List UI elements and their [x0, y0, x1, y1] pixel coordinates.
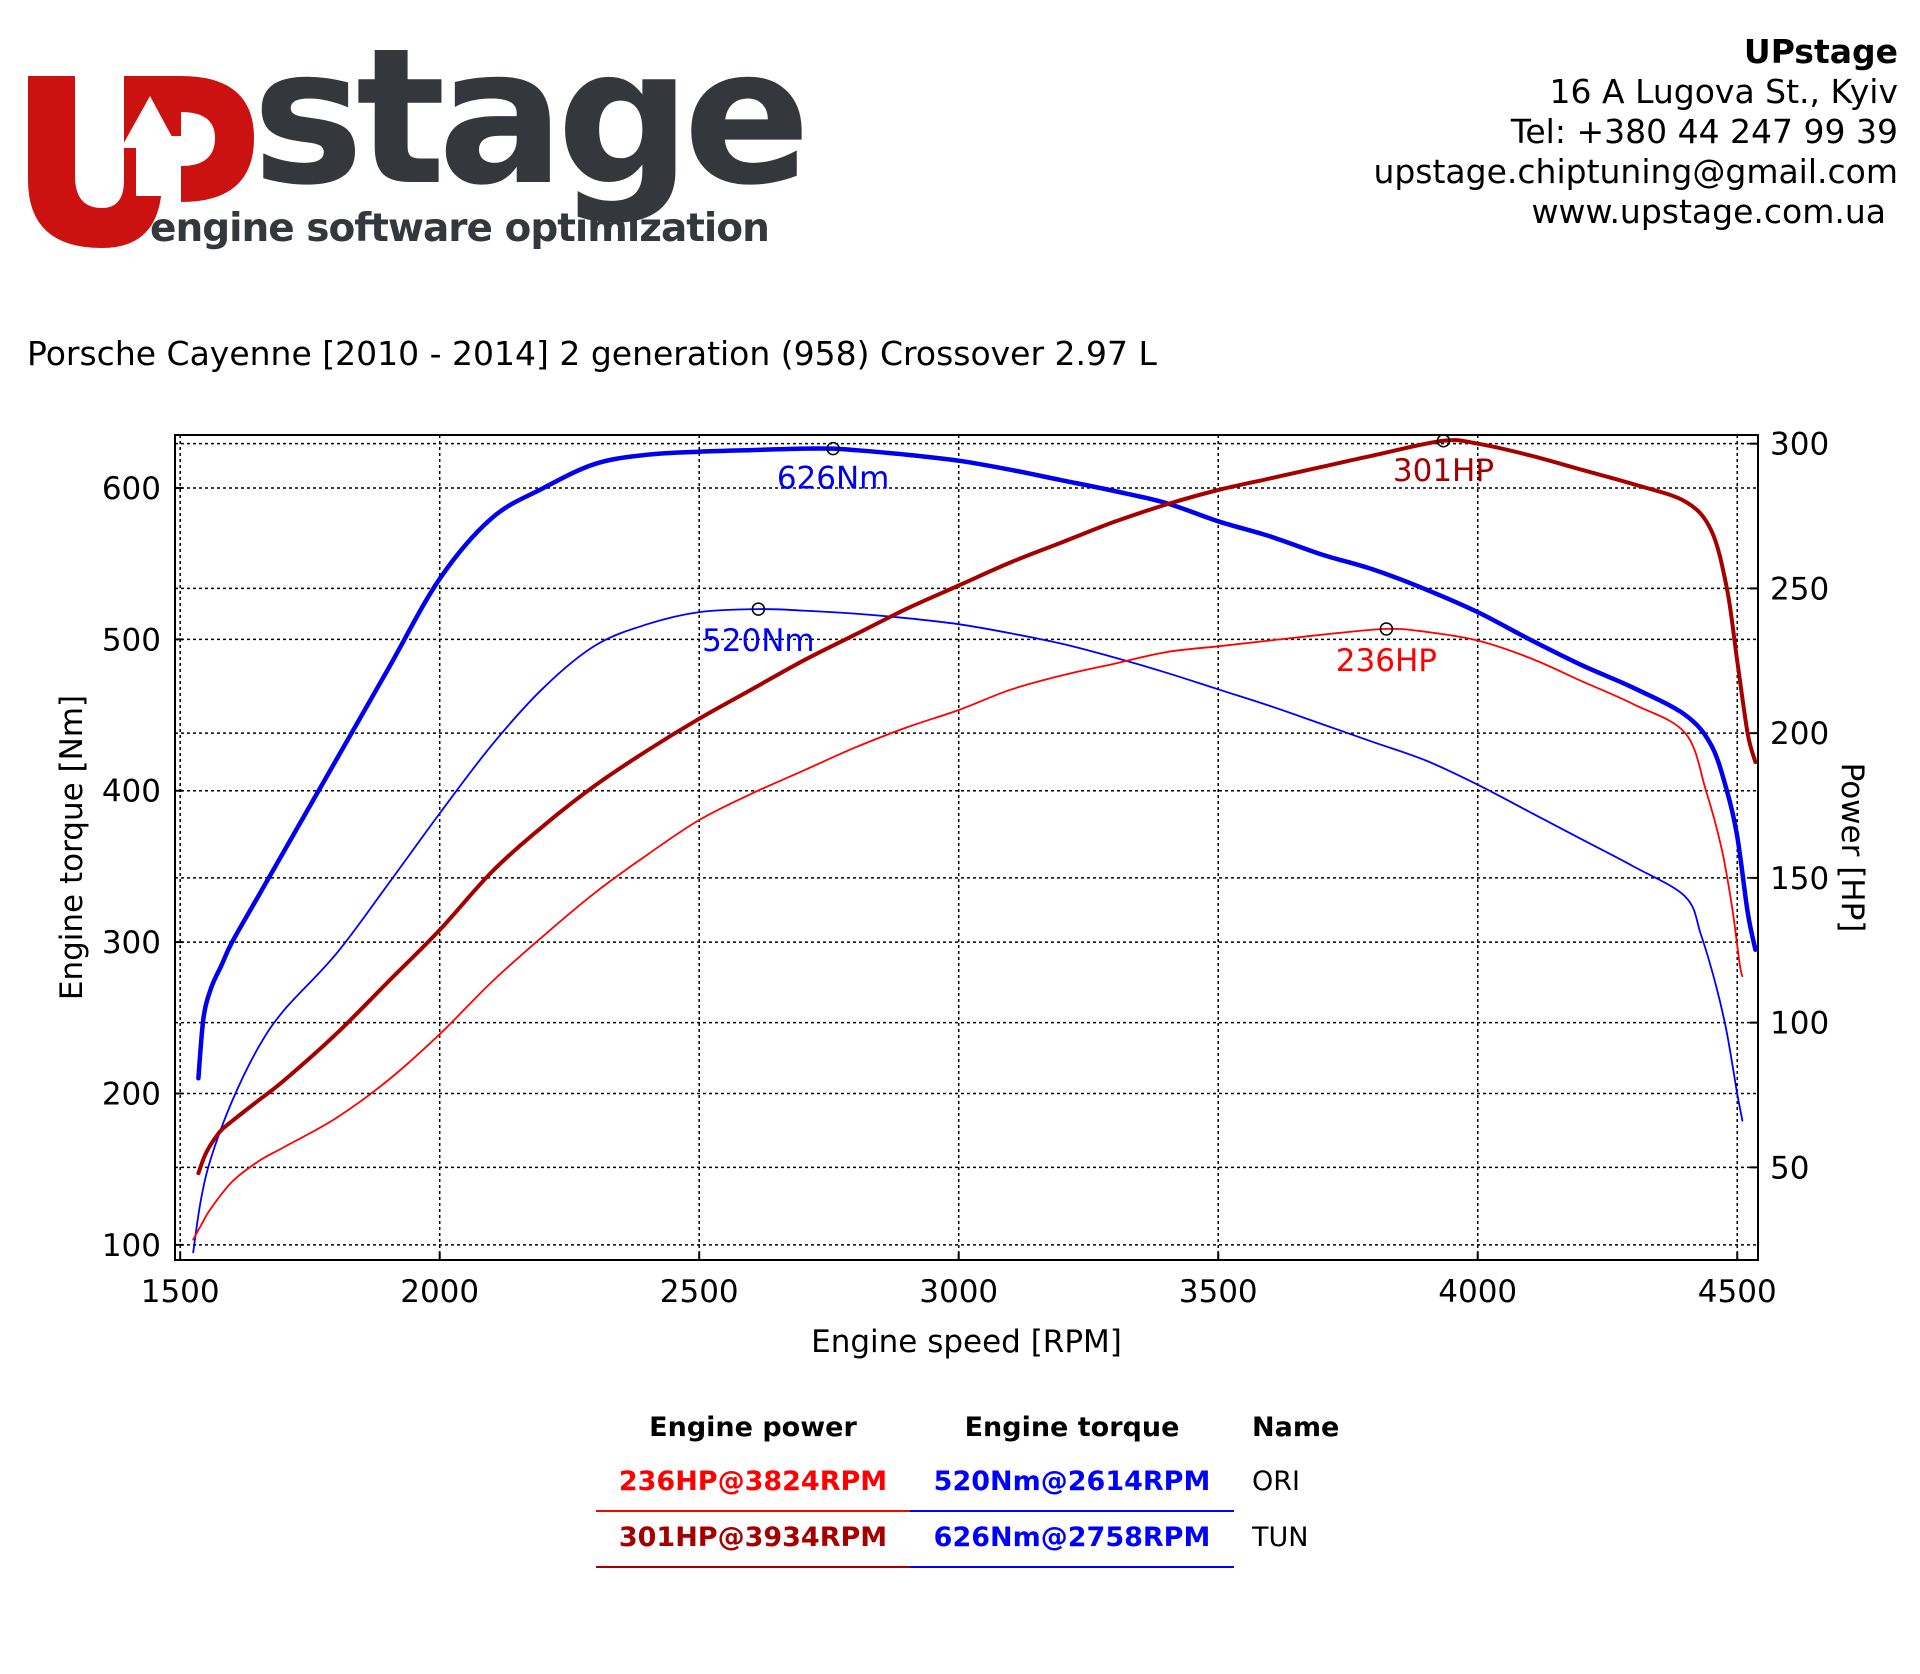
y-left-tick-label: 600	[102, 471, 161, 507]
series-line-tun-power	[196, 438, 1758, 1176]
y-right-tick-label: 300	[1770, 427, 1829, 463]
y-right-axis-label: Power [HP]	[1834, 763, 1870, 933]
tun-power-underline	[596, 1566, 910, 1568]
x-tick-label: 3000	[919, 1274, 998, 1310]
vehicle-title: Porsche Cayenne [2010 - 2014] 2 generati…	[27, 334, 1157, 373]
x-tick-label: 4500	[1698, 1274, 1777, 1310]
series-line-tun-torque	[196, 446, 1758, 1081]
results-row-tun: 301HP@3934RPM 626Nm@2758RPM TUN	[596, 1516, 1396, 1572]
ori-power-underline	[596, 1510, 910, 1512]
tun-torque-value: 626Nm@2758RPM	[933, 1522, 1211, 1553]
company-name: UPstage	[1743, 32, 1898, 71]
contact-email: upstage.chiptuning@gmail.com	[1373, 152, 1898, 191]
tun-name: TUN	[1252, 1522, 1309, 1553]
y-left-tick-label: 400	[102, 774, 161, 810]
series-line-ori-torque	[192, 608, 1744, 1254]
results-row-ori: 236HP@3824RPM 520Nm@2614RPM ORI	[596, 1460, 1396, 1516]
x-tick-label: 1500	[141, 1274, 220, 1310]
peak-label-tun-power: 301HP	[1393, 453, 1494, 489]
header-name: Name	[1252, 1412, 1340, 1443]
tun-torque-underline	[910, 1566, 1234, 1568]
y-left-tick-label: 200	[102, 1076, 161, 1112]
x-tick-label: 2000	[400, 1274, 479, 1310]
contact-phone: Tel: +380 44 247 99 39	[1510, 112, 1898, 151]
peak-label-ori-power: 236HP	[1336, 643, 1437, 679]
y-left-axis-label: Engine torque [Nm]	[54, 695, 90, 1000]
x-tick-label: 3500	[1179, 1274, 1258, 1310]
x-tick-label: 2500	[660, 1274, 739, 1310]
logo-up-arrow-mark	[28, 76, 254, 248]
tun-power-value: 301HP@3934RPM	[618, 1522, 888, 1553]
peak-marker-ori-power	[1379, 622, 1394, 636]
peak-marker-tun-torque	[826, 441, 840, 456]
y-right-tick-label: 200	[1770, 716, 1829, 752]
header-engine-torque: Engine torque	[964, 1412, 1180, 1443]
ori-power-value: 236HP@3824RPM	[618, 1466, 888, 1497]
x-axis-label: Engine speed [RPM]	[811, 1324, 1122, 1360]
contact-block: UPstage 16 A Lugova St., Kyiv Tel: +380 …	[1373, 32, 1898, 232]
ori-name: ORI	[1252, 1466, 1300, 1497]
y-right-tick-label: 150	[1770, 861, 1829, 897]
logo-tagline: engine software optimization	[150, 206, 770, 251]
peak-marker-ori-torque	[751, 602, 766, 616]
y-left-tick-label: 100	[102, 1228, 161, 1264]
y-right-tick-label: 250	[1770, 571, 1829, 607]
results-header: Engine power Engine torque Name	[596, 1404, 1396, 1460]
plot-frame	[174, 434, 1759, 1261]
logo-word: stage	[252, 8, 811, 227]
contact-website: www.upstage.com.ua	[1531, 192, 1887, 231]
peak-marker-tun-power	[1436, 434, 1451, 448]
dyno-chart: 1500 2000 2500 3000 3500 4000 4500 100 200 300 400…	[54, 427, 1870, 1360]
contact-address: 16 A Lugova St., Kyiv	[1549, 72, 1898, 111]
y-right-tick-label: 100	[1770, 1006, 1829, 1042]
results-table: Engine power Engine torque Name 236HP@38…	[596, 1404, 1396, 1572]
x-tick-label: 4000	[1438, 1274, 1517, 1310]
y-left-tick-label: 500	[102, 622, 161, 658]
y-right-tick-label: 50	[1770, 1150, 1809, 1186]
series-line-ori-power	[192, 627, 1744, 1241]
peak-label-tun-torque: 626Nm	[777, 461, 890, 497]
y-left-tick-label: 300	[102, 925, 161, 961]
peak-label-ori-torque: 520Nm	[702, 623, 815, 659]
ori-torque-underline	[910, 1510, 1234, 1512]
ori-torque-value: 520Nm@2614RPM	[933, 1466, 1211, 1497]
upstage-logo: stage engine software optimization	[28, 24, 828, 260]
header-engine-power: Engine power	[649, 1412, 857, 1443]
